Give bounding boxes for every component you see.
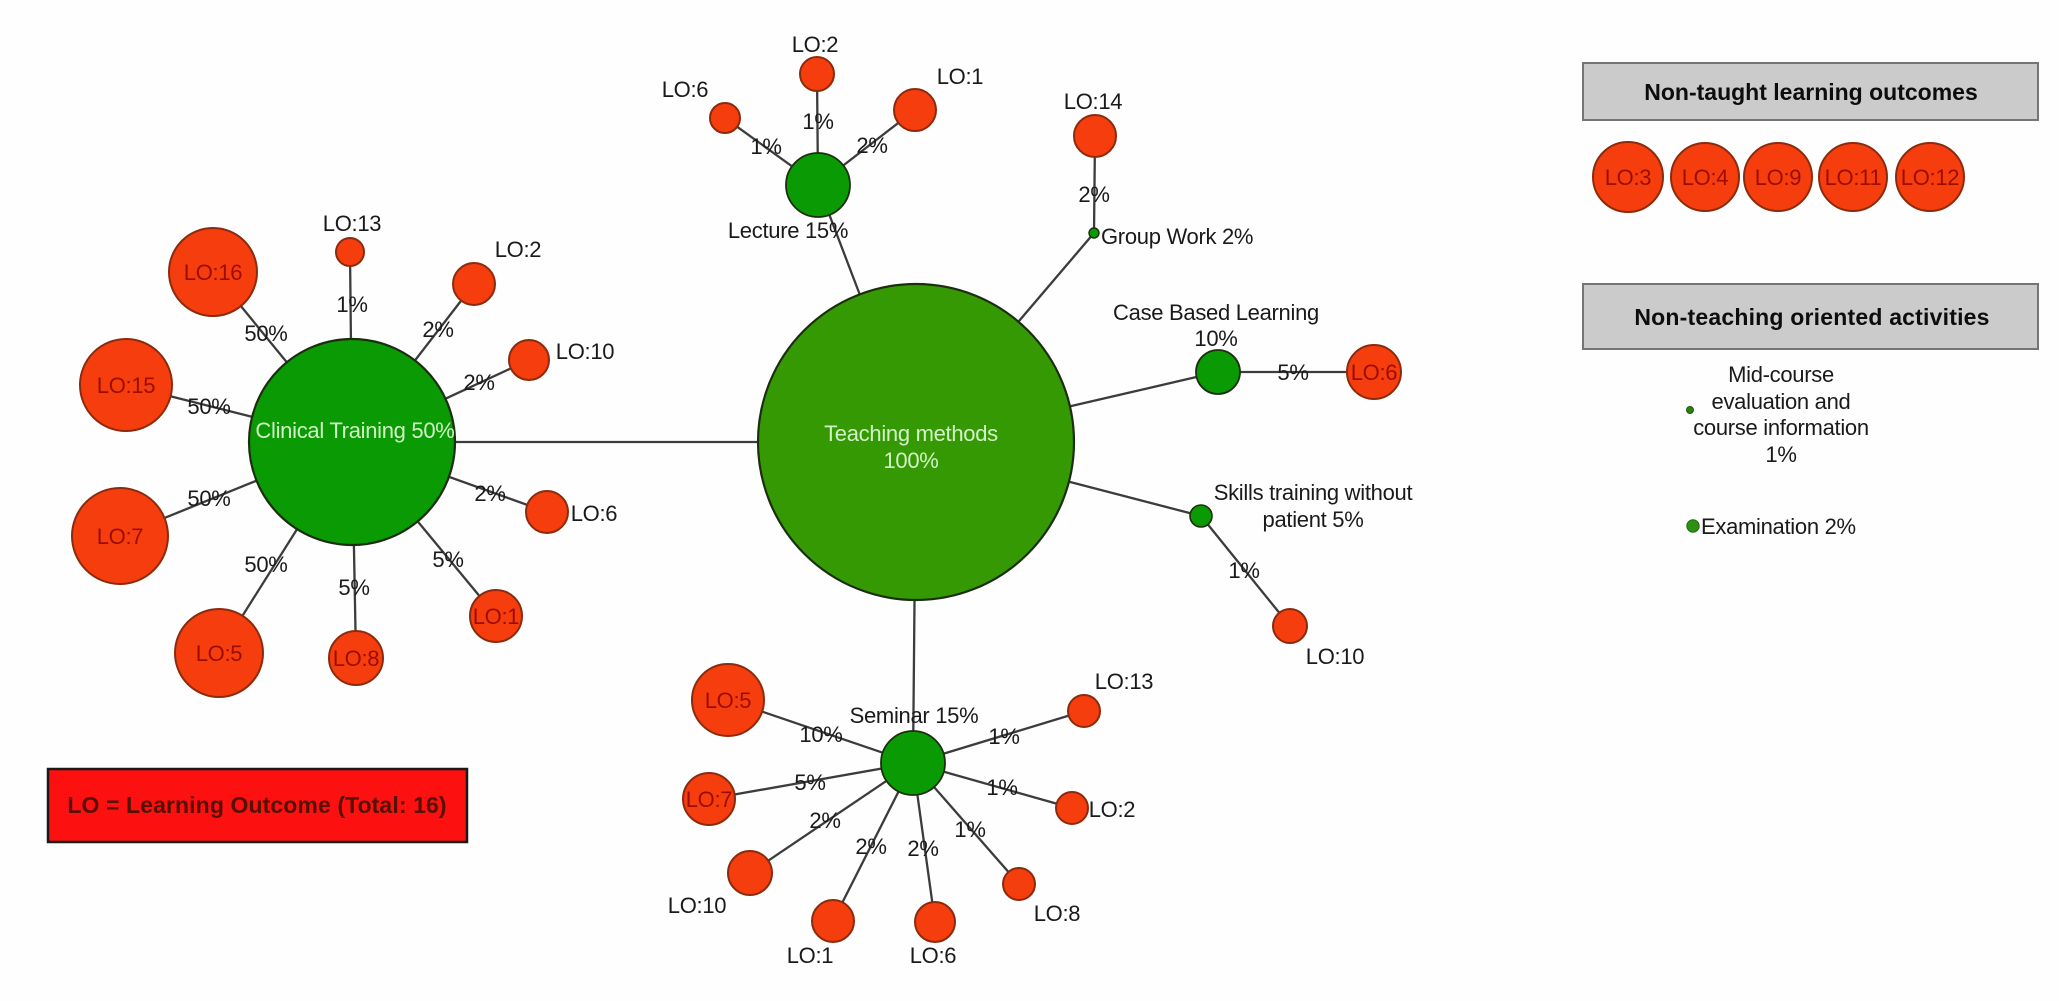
svg-text:1%: 1% — [954, 817, 985, 842]
svg-text:50%: 50% — [187, 394, 230, 419]
svg-text:LO:1: LO:1 — [787, 943, 834, 968]
svg-text:LO:5: LO:5 — [196, 641, 243, 666]
svg-text:LO:1: LO:1 — [937, 64, 984, 89]
svg-text:LO:8: LO:8 — [1034, 901, 1081, 926]
svg-text:LO:9: LO:9 — [1755, 165, 1802, 190]
svg-text:LO:2: LO:2 — [1089, 797, 1136, 822]
svg-text:10%: 10% — [799, 722, 842, 747]
svg-text:Non-teaching oriented activiti: Non-teaching oriented activities — [1634, 304, 1989, 330]
svg-text:LO:7: LO:7 — [686, 787, 733, 812]
svg-text:course information: course information — [1693, 415, 1869, 440]
svg-text:LO:14: LO:14 — [1064, 89, 1122, 114]
svg-text:10%: 10% — [1194, 326, 1237, 351]
svg-text:50%: 50% — [244, 552, 287, 577]
svg-text:LO:15: LO:15 — [97, 373, 155, 398]
svg-text:LO:2: LO:2 — [792, 32, 839, 57]
svg-text:LO:6: LO:6 — [1351, 360, 1398, 385]
svg-text:LO:16: LO:16 — [184, 260, 242, 285]
svg-text:1%: 1% — [1228, 558, 1259, 583]
svg-text:Mid-course: Mid-course — [1728, 362, 1834, 387]
svg-text:patient 5%: patient 5% — [1263, 507, 1364, 532]
svg-text:2%: 2% — [856, 133, 887, 158]
svg-text:2%: 2% — [809, 808, 840, 833]
svg-text:100%: 100% — [883, 448, 938, 473]
svg-text:2%: 2% — [463, 370, 494, 395]
svg-text:2%: 2% — [422, 317, 453, 342]
svg-text:5%: 5% — [1277, 360, 1308, 385]
svg-text:LO:7: LO:7 — [97, 524, 144, 549]
svg-text:LO:4: LO:4 — [1682, 165, 1729, 190]
svg-text:Non-taught learning outcomes: Non-taught learning outcomes — [1644, 79, 1978, 105]
svg-text:LO:10: LO:10 — [1306, 644, 1364, 669]
svg-text:Clinical Training 50%: Clinical Training 50% — [255, 418, 454, 443]
svg-text:2%: 2% — [907, 836, 938, 861]
svg-text:2%: 2% — [855, 834, 886, 859]
svg-text:LO:2: LO:2 — [495, 237, 542, 262]
svg-text:1%: 1% — [802, 109, 833, 134]
svg-text:LO:13: LO:13 — [1095, 669, 1153, 694]
svg-text:LO:11: LO:11 — [1825, 165, 1882, 190]
svg-text:5%: 5% — [432, 547, 463, 572]
svg-text:Teaching methods: Teaching methods — [824, 421, 998, 446]
svg-text:LO:6: LO:6 — [571, 501, 618, 526]
svg-text:LO:6: LO:6 — [662, 77, 709, 102]
svg-text:Examination 2%: Examination 2% — [1701, 514, 1856, 539]
svg-text:evaluation and: evaluation and — [1712, 389, 1851, 414]
svg-text:LO:10: LO:10 — [556, 339, 614, 364]
svg-text:50%: 50% — [187, 486, 230, 511]
svg-text:LO:13: LO:13 — [323, 211, 381, 236]
svg-text:2%: 2% — [474, 481, 505, 506]
svg-text:Seminar 15%: Seminar 15% — [850, 703, 979, 728]
svg-text:5%: 5% — [338, 575, 369, 600]
svg-text:Skills training without: Skills training without — [1214, 480, 1413, 505]
svg-text:LO:6: LO:6 — [910, 943, 957, 968]
svg-text:1%: 1% — [750, 134, 781, 159]
svg-text:Lecture 15%: Lecture 15% — [728, 218, 848, 243]
svg-text:LO:5: LO:5 — [705, 688, 752, 713]
svg-text:Group Work 2%: Group Work 2% — [1101, 224, 1253, 249]
svg-text:1%: 1% — [988, 724, 1019, 749]
svg-text:LO:3: LO:3 — [1605, 165, 1652, 190]
svg-text:LO:12: LO:12 — [1901, 165, 1959, 190]
svg-text:Case Based Learning: Case Based Learning — [1113, 300, 1319, 325]
svg-text:1%: 1% — [986, 775, 1017, 800]
svg-text:LO:1: LO:1 — [473, 604, 520, 629]
svg-text:1%: 1% — [336, 292, 367, 317]
svg-text:LO:8: LO:8 — [333, 646, 380, 671]
svg-text:1%: 1% — [1765, 442, 1796, 467]
svg-text:LO:10: LO:10 — [668, 893, 726, 918]
svg-text:LO = Learning Outcome (Total:: LO = Learning Outcome (Total: 16) — [67, 792, 446, 818]
svg-text:2%: 2% — [1078, 182, 1109, 207]
svg-text:5%: 5% — [794, 770, 825, 795]
svg-text:50%: 50% — [244, 321, 287, 346]
